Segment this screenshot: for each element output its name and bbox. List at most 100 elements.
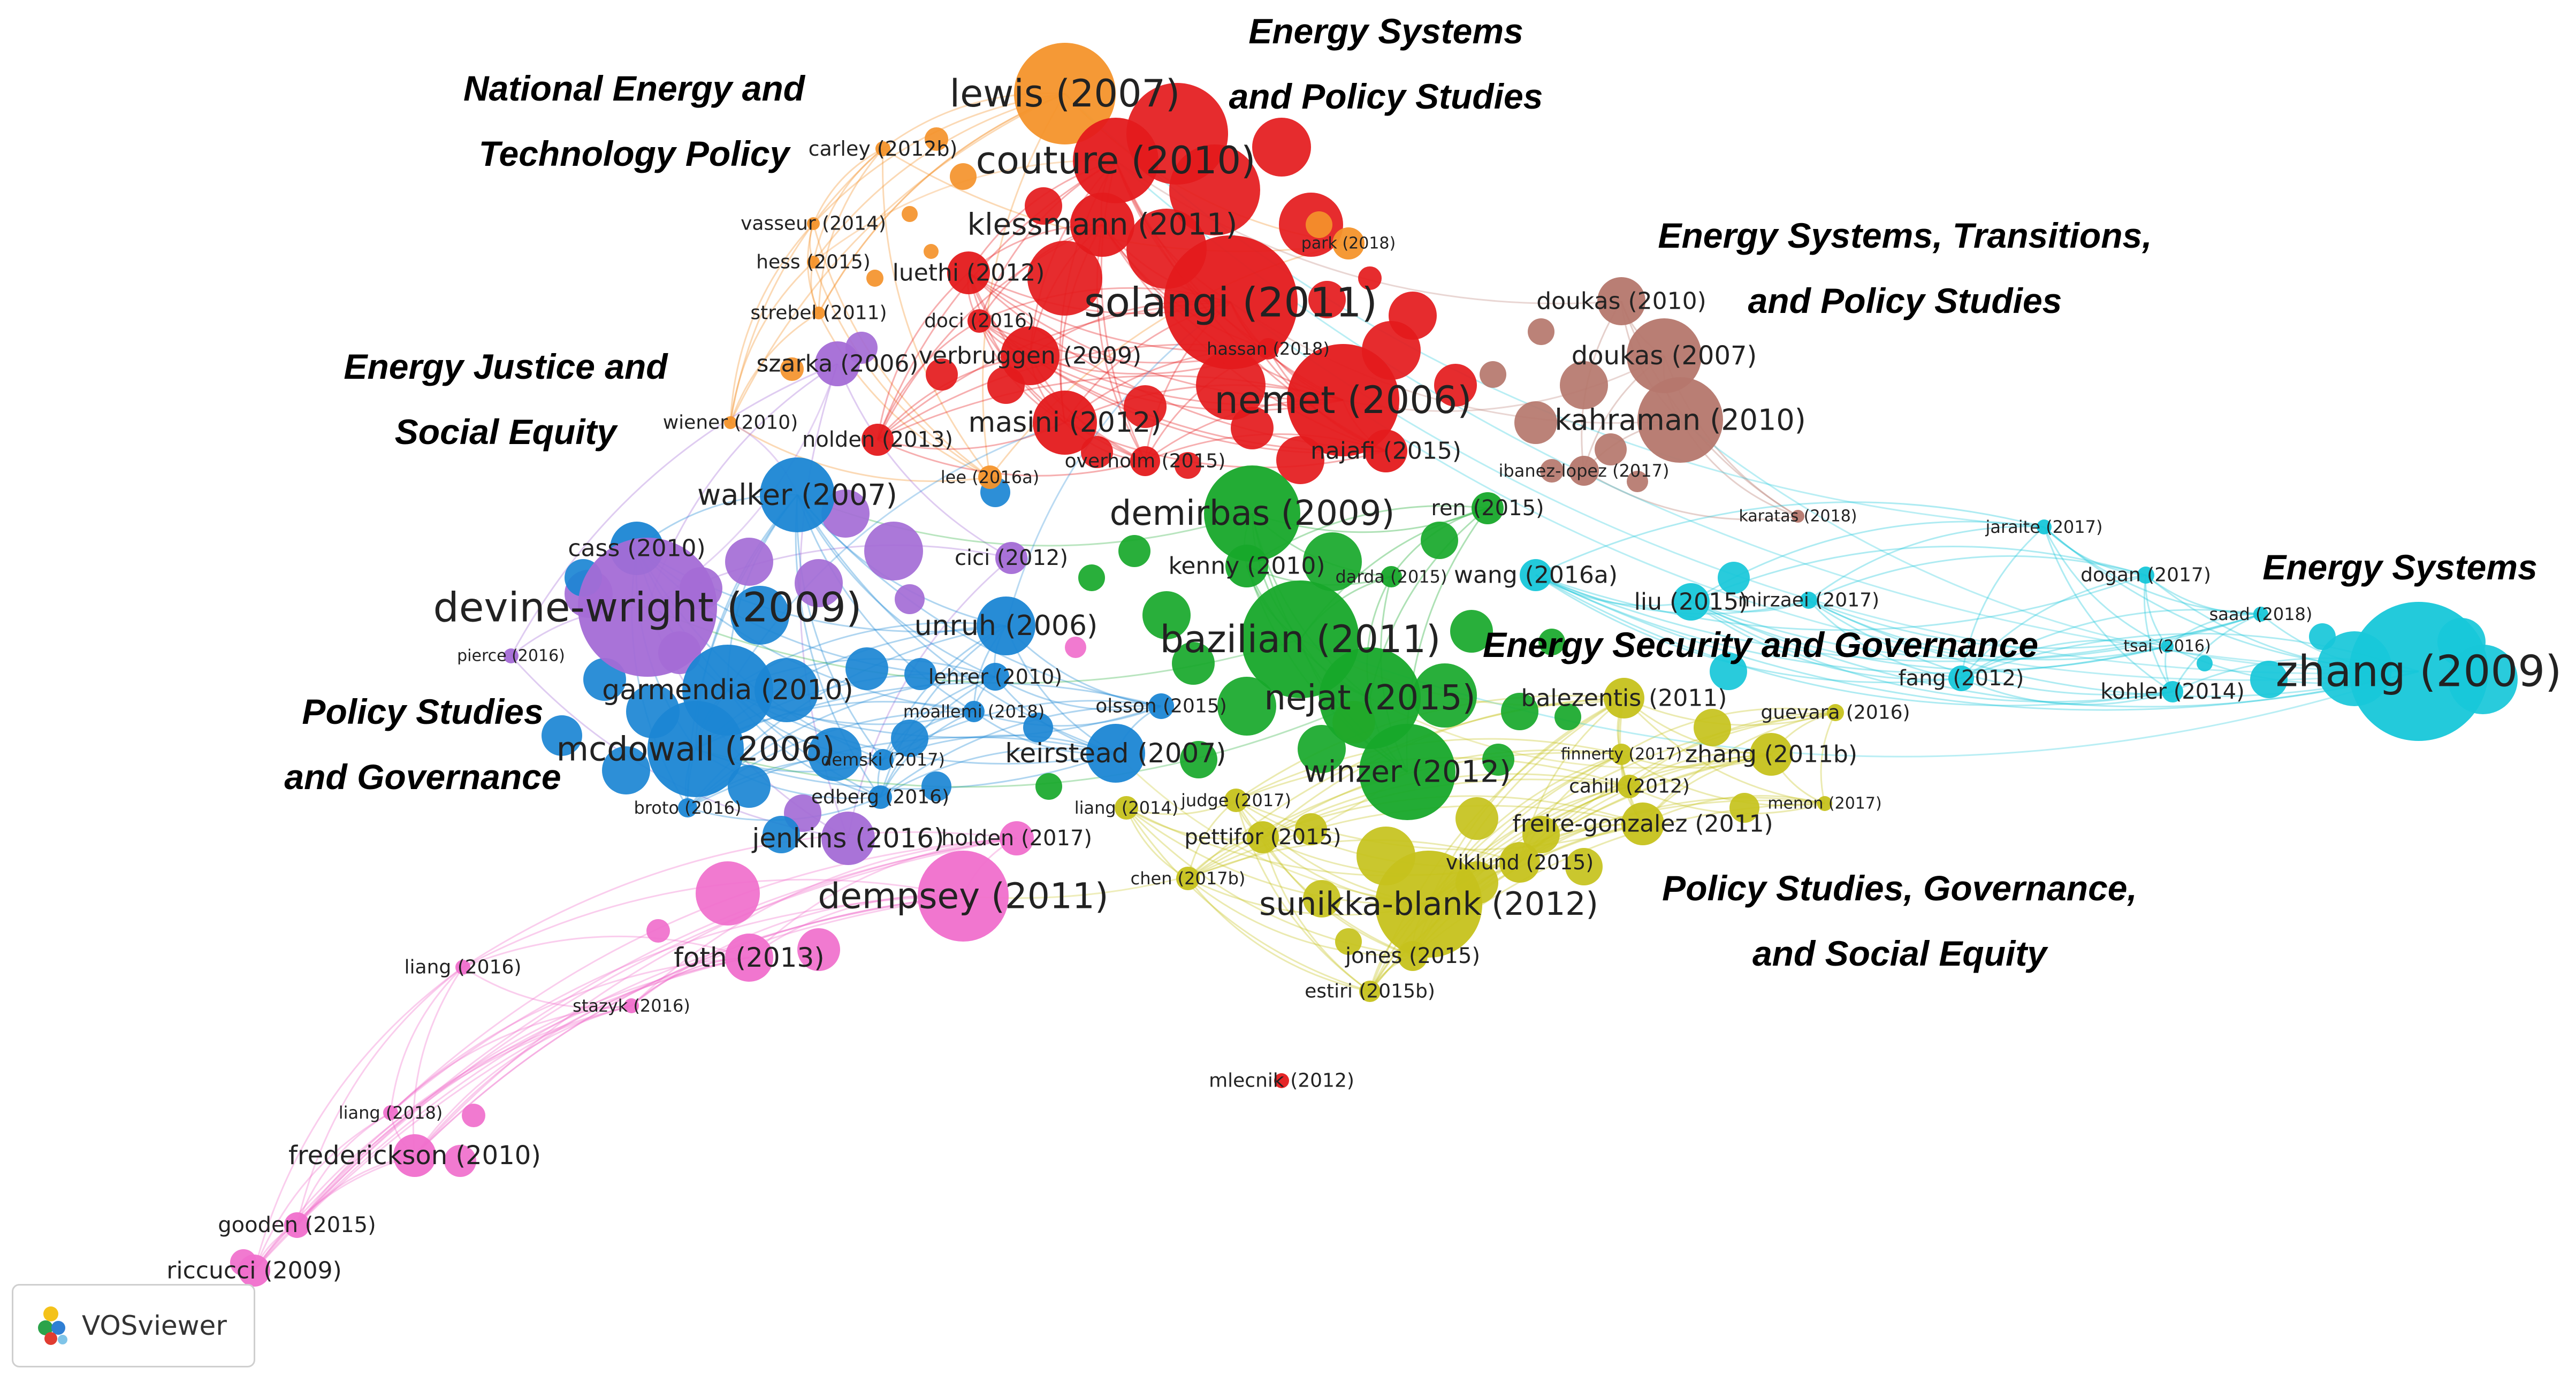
- network-node[interactable]: [904, 658, 936, 690]
- network-node[interactable]: [504, 648, 519, 663]
- network-node[interactable]: [542, 715, 582, 756]
- network-node[interactable]: [696, 861, 760, 926]
- network-node[interactable]: [1303, 880, 1340, 917]
- node-label[interactable]: nemet (2006): [1214, 378, 1472, 422]
- network-node[interactable]: [925, 127, 948, 151]
- network-node[interactable]: [1569, 456, 1599, 486]
- network-node[interactable]: [678, 798, 697, 817]
- network-node[interactable]: [807, 256, 820, 269]
- network-node[interactable]: [1130, 446, 1160, 476]
- node-label[interactable]: szarka (2006): [756, 350, 918, 378]
- network-node[interactable]: [393, 1134, 436, 1177]
- network-node[interactable]: [891, 720, 928, 757]
- node-label[interactable]: demirbas (2009): [1110, 494, 1395, 533]
- network-node[interactable]: [2349, 602, 2488, 741]
- node-label[interactable]: doukas (2010): [1536, 288, 1706, 315]
- network-node[interactable]: [1358, 266, 1382, 290]
- node-label[interactable]: edberg (2016): [811, 786, 949, 808]
- node-label[interactable]: solangi (2011): [1084, 279, 1377, 326]
- network-node[interactable]: [284, 1212, 310, 1238]
- node-label[interactable]: verbruggen (2009): [919, 342, 1141, 370]
- node-label[interactable]: winzer (2012): [1304, 755, 1511, 790]
- network-node[interactable]: [875, 141, 890, 156]
- node-label[interactable]: stazyk (2016): [573, 996, 690, 1016]
- network-node[interactable]: [2037, 519, 2052, 534]
- network-node[interactable]: [725, 934, 773, 982]
- network-node[interactable]: [1389, 292, 1437, 340]
- network-node[interactable]: [981, 663, 1009, 691]
- node-label[interactable]: nolden (2013): [802, 427, 953, 452]
- node-label[interactable]: liang (2016): [405, 957, 522, 978]
- node-label[interactable]: liang (2014): [1074, 798, 1179, 818]
- network-node[interactable]: [646, 919, 670, 943]
- network-node[interactable]: [1257, 338, 1279, 360]
- network-node[interactable]: [754, 658, 819, 722]
- network-node[interactable]: [383, 1105, 398, 1120]
- node-label[interactable]: garmendia (2010): [602, 674, 853, 706]
- node-label[interactable]: jaraite (2017): [1985, 517, 2103, 537]
- network-node[interactable]: [924, 244, 939, 259]
- network-node[interactable]: [1627, 318, 1702, 393]
- node-label[interactable]: lewis (2007): [950, 72, 1180, 116]
- network-node[interactable]: [1308, 281, 1346, 318]
- node-label[interactable]: mcdowall (2006): [557, 730, 835, 769]
- node-label[interactable]: klessmann (2011): [967, 208, 1238, 242]
- network-node[interactable]: [1078, 564, 1105, 591]
- network-node[interactable]: [1180, 741, 1217, 778]
- network-node[interactable]: [1611, 744, 1632, 765]
- network-node[interactable]: [1750, 733, 1793, 776]
- network-node[interactable]: [1033, 391, 1097, 455]
- network-node[interactable]: [1480, 361, 1506, 388]
- node-label[interactable]: couture (2010): [976, 139, 1256, 182]
- network-node[interactable]: [1001, 326, 1060, 385]
- node-label[interactable]: dogan (2017): [2080, 564, 2211, 586]
- network-node[interactable]: [1303, 532, 1362, 591]
- node-label[interactable]: wang (2016a): [1454, 562, 1618, 589]
- node-label[interactable]: karatas (2018): [1739, 507, 1857, 526]
- node-label[interactable]: menon (2017): [1767, 794, 1881, 813]
- network-node[interactable]: [1528, 318, 1554, 345]
- network-node[interactable]: [868, 785, 892, 809]
- node-label[interactable]: kohler (2014): [2100, 679, 2244, 704]
- node-label[interactable]: zhang (2011b): [1685, 741, 1857, 768]
- node-label[interactable]: vasseur (2014): [741, 213, 886, 235]
- network-node[interactable]: [1455, 797, 1498, 840]
- network-node[interactable]: [1118, 535, 1150, 567]
- network-node[interactable]: [1597, 277, 1645, 325]
- network-node[interactable]: [807, 217, 820, 230]
- network-node[interactable]: [926, 358, 958, 391]
- node-label[interactable]: lehrer (2010): [928, 665, 1062, 689]
- network-node[interactable]: [1538, 629, 1565, 655]
- network-node[interactable]: [1365, 430, 1407, 472]
- network-node[interactable]: [728, 765, 771, 808]
- network-node[interactable]: [866, 270, 883, 287]
- network-node[interactable]: [1434, 364, 1477, 407]
- network-node[interactable]: [795, 559, 843, 607]
- node-label[interactable]: luethi (2012): [893, 259, 1045, 287]
- network-node[interactable]: [1729, 793, 1759, 823]
- node-label[interactable]: jones (2015): [1345, 944, 1480, 968]
- network-node[interactable]: [1514, 401, 1557, 444]
- network-node[interactable]: [1381, 566, 1402, 587]
- network-node[interactable]: [1287, 344, 1399, 456]
- node-label[interactable]: moallemi (2018): [903, 701, 1045, 722]
- node-label[interactable]: liu (2015): [1634, 588, 1748, 616]
- network-node[interactable]: [1672, 583, 1710, 621]
- node-label[interactable]: fang (2012): [1898, 666, 2024, 691]
- network-node[interactable]: [730, 586, 789, 645]
- network-node[interactable]: [1565, 848, 1603, 885]
- network-node[interactable]: [1306, 211, 1332, 238]
- network-node[interactable]: [1224, 789, 1248, 812]
- network-node[interactable]: [2161, 640, 2174, 653]
- network-node[interactable]: [1073, 118, 1159, 203]
- network-node[interactable]: [947, 251, 990, 294]
- network-node[interactable]: [1595, 433, 1627, 465]
- network-node[interactable]: [2250, 661, 2288, 698]
- node-label[interactable]: strebel (2011): [750, 302, 887, 324]
- network-node[interactable]: [624, 998, 639, 1013]
- network-node[interactable]: [1520, 559, 1552, 591]
- network-node[interactable]: [455, 960, 470, 975]
- network-node[interactable]: [950, 163, 977, 190]
- node-label[interactable]: cici (2012): [955, 546, 1068, 570]
- node-label[interactable]: jenkins (2016): [751, 823, 944, 854]
